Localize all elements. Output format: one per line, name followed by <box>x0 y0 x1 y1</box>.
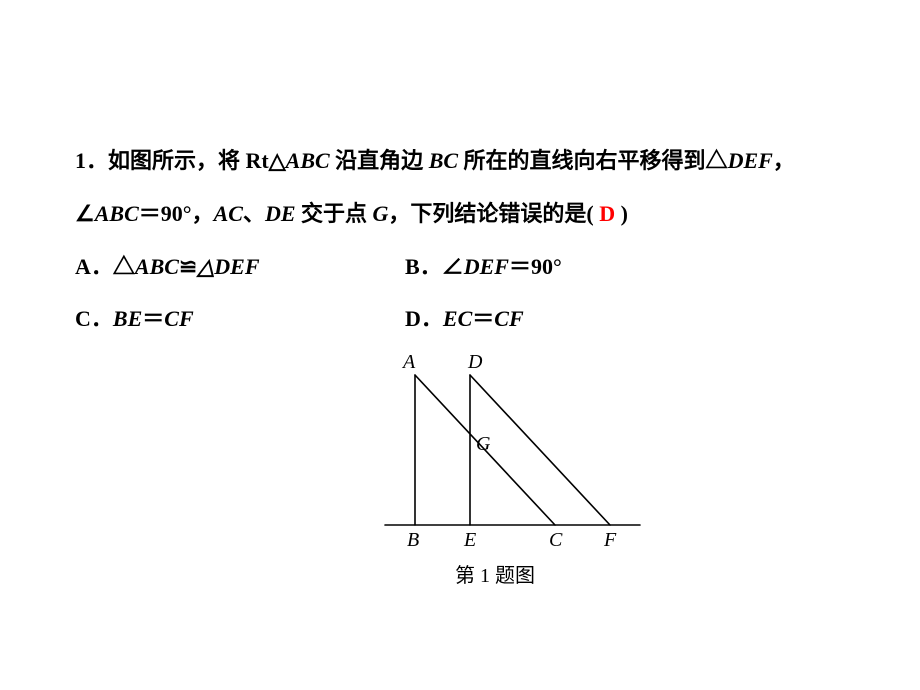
text: ＝ <box>142 306 164 331</box>
label-a: A <box>403 351 415 374</box>
text: B．∠ <box>405 254 464 279</box>
point-g: G <box>373 201 389 226</box>
text: ，下列结论错误的是( <box>388 201 599 226</box>
text: ∠ <box>75 201 95 226</box>
option-row-1: A．△ABC≌△DEF B．∠DEF＝90° <box>75 241 855 294</box>
text: 交于点 <box>296 201 373 226</box>
figure-caption: 第 1 题图 <box>455 559 535 588</box>
figure: A D G B E C F 第 1 题图 <box>380 365 690 595</box>
text: C． <box>75 306 113 331</box>
text: ＝90°， <box>139 201 214 226</box>
opt-c-cf: CF <box>164 306 193 331</box>
text: D． <box>405 306 443 331</box>
angle-abc: ABC <box>95 201 139 226</box>
option-d: D．EC＝CF <box>405 293 524 346</box>
opt-a-def: △DEF <box>197 254 259 279</box>
seg-ac: AC <box>214 201 243 226</box>
text: 、 <box>243 201 265 226</box>
opt-d-cf: CF <box>494 306 523 331</box>
text: ＝ <box>472 306 494 331</box>
label-d: D <box>468 351 482 374</box>
option-a: A．△ABC≌△DEF <box>75 241 405 294</box>
side-bc: BC <box>429 148 458 173</box>
label-c: C <box>549 529 562 552</box>
text: ， <box>773 148 795 173</box>
text: 1．如图所示，将 Rt△ <box>75 148 286 173</box>
label-g: G <box>476 433 490 456</box>
question-line-2: ∠ABC＝90°，AC、DE 交于点 G，下列结论错误的是( D ) <box>75 188 855 241</box>
option-row-2: C．BE＝CF D．EC＝CF <box>75 293 855 346</box>
triangle-abc: ABC <box>286 148 330 173</box>
opt-c-be: BE <box>113 306 142 331</box>
opt-d-ec: EC <box>443 306 472 331</box>
geometry-diagram <box>380 365 690 565</box>
label-f: F <box>604 529 616 552</box>
congruent: ≌ <box>179 254 197 279</box>
triangle-def: DEF <box>728 148 773 173</box>
label-e: E <box>464 529 476 552</box>
text: 所在的直线向右平移得到△ <box>458 148 728 173</box>
option-b: B．∠DEF＝90° <box>405 241 562 294</box>
text: ) <box>615 201 628 226</box>
text: ＝90° <box>509 254 562 279</box>
answer: D <box>599 201 615 226</box>
seg-de: DE <box>265 201 296 226</box>
label-b: B <box>407 529 419 552</box>
text: A．△ <box>75 254 135 279</box>
text: 沿直角边 <box>330 148 429 173</box>
option-c: C．BE＝CF <box>75 293 405 346</box>
question-block: 1．如图所示，将 Rt△ABC 沿直角边 BC 所在的直线向右平移得到△DEF，… <box>75 135 855 346</box>
opt-a-abc: ABC <box>135 254 179 279</box>
opt-b-def: DEF <box>464 254 509 279</box>
question-line-1: 1．如图所示，将 Rt△ABC 沿直角边 BC 所在的直线向右平移得到△DEF， <box>75 135 855 188</box>
